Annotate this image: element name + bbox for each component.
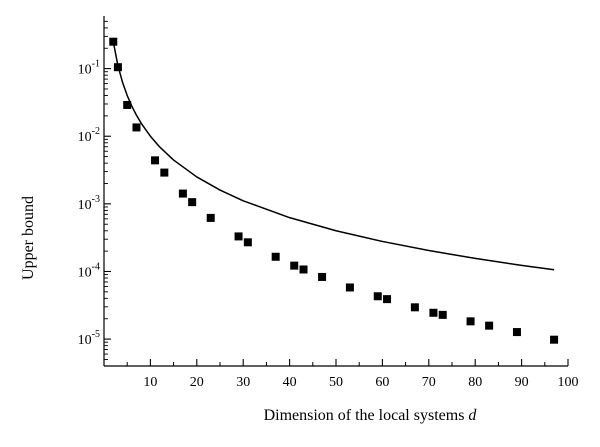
axes [103, 16, 568, 367]
data-point-square [206, 213, 215, 222]
x-tick-label: 10 [143, 375, 157, 390]
data-point-square [132, 123, 141, 132]
x-ticks: 10 20 30 40 50 60 70 80 90 100 [126, 359, 579, 390]
y-tick-label: 10-2 [78, 126, 100, 145]
data-point-square [243, 238, 252, 247]
data-point-square [429, 308, 438, 317]
data-point-square [113, 63, 122, 72]
y-axis-title: Upper bound [20, 196, 37, 280]
x-tick-label: 80 [468, 375, 482, 390]
data-point-square [373, 292, 382, 301]
x-tick-label: 20 [190, 375, 204, 390]
bound-curve [112, 41, 555, 271]
y-ticks: 10-1 10-2 10-3 10-4 10-5 [78, 20, 111, 367]
x-tick-label: 70 [422, 375, 436, 390]
x-tick-label: 50 [329, 375, 343, 390]
x-tick-label: 100 [558, 375, 579, 390]
plot-line [112, 41, 555, 271]
data-point-square [299, 265, 308, 274]
data-point-square [151, 156, 160, 165]
data-point-square [160, 168, 169, 177]
x-tick-label: 90 [515, 375, 529, 390]
y-tick-label: 10-4 [78, 261, 100, 280]
y-tick-label: 10-1 [78, 59, 100, 78]
x-tick-label: 30 [236, 375, 250, 390]
x-axis-title-text: Dimension of the local systems [264, 407, 465, 424]
x-tick-label: 40 [283, 375, 297, 390]
data-point-square [438, 310, 447, 319]
data-point-square [178, 189, 187, 198]
data-point-square [383, 295, 392, 304]
data-point-square [512, 328, 521, 337]
data-point-square [485, 321, 494, 330]
plot-points [109, 37, 559, 344]
data-point-square [410, 303, 419, 312]
x-axis-title: Dimension of the local systems d [264, 407, 478, 424]
y-tick-label: 10-3 [78, 194, 100, 213]
x-tick-label: 60 [375, 375, 389, 390]
data-point-square [318, 272, 327, 281]
data-point-square [109, 37, 118, 46]
y-tick-label: 10-5 [78, 329, 100, 348]
data-point-square [271, 252, 280, 261]
x-axis-title-variable: d [468, 407, 477, 424]
data-point-square [550, 335, 559, 344]
data-point-square [290, 261, 299, 270]
data-point-square [466, 317, 475, 326]
data-point-square [188, 198, 197, 207]
data-point-square [345, 283, 354, 292]
data-point-square [123, 100, 132, 109]
data-point-square [234, 232, 243, 241]
